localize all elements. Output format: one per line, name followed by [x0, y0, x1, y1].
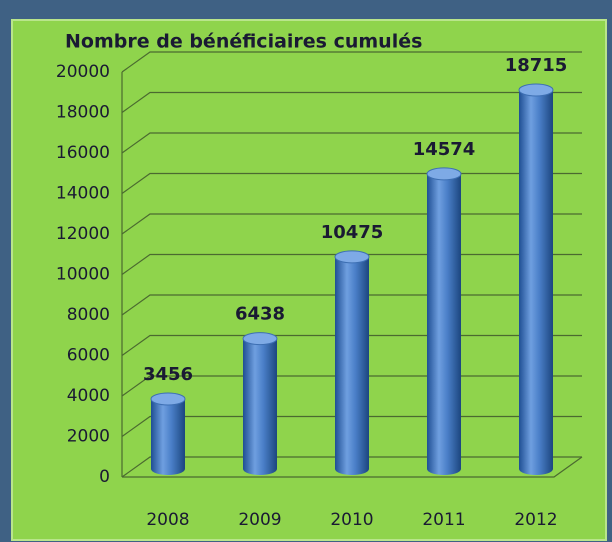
x-tick-label: 2009 — [238, 510, 281, 530]
grid-line — [121, 91, 582, 113]
y-tick-label: 0 — [99, 467, 110, 487]
floor — [122, 456, 583, 478]
y-tick-label: 16000 — [56, 143, 110, 163]
y-tick-label: 2000 — [67, 427, 110, 447]
y-tick-label: 10000 — [56, 265, 110, 285]
y-tick-label: 18000 — [56, 103, 110, 123]
y-tick-label: 20000 — [56, 62, 110, 82]
grid-line — [121, 51, 582, 73]
plot-background — [11, 19, 607, 541]
bar — [426, 167, 462, 475]
y-tick-label: 8000 — [67, 305, 110, 325]
value-label: 18715 — [505, 55, 568, 76]
grid-line — [121, 132, 582, 154]
y-tick-label: 6000 — [67, 346, 110, 366]
x-tick-label: 2010 — [330, 510, 373, 530]
y-tick-label: 14000 — [56, 184, 110, 204]
value-label: 14574 — [413, 139, 476, 160]
x-tick-label: 2012 — [514, 510, 557, 530]
value-label: 10475 — [321, 222, 384, 243]
y-tick-label: 4000 — [67, 386, 110, 406]
bar — [242, 332, 278, 475]
x-tick-label: 2011 — [422, 510, 465, 530]
chart-title: Nombre de bénéficiaires cumulés — [65, 31, 422, 53]
bar — [518, 83, 554, 476]
bar — [334, 250, 370, 475]
value-label: 6438 — [235, 304, 285, 325]
y-tick-label: 12000 — [56, 224, 110, 244]
value-label: 3456 — [143, 364, 193, 385]
bar — [150, 392, 186, 475]
x-tick-label: 2008 — [146, 510, 189, 530]
